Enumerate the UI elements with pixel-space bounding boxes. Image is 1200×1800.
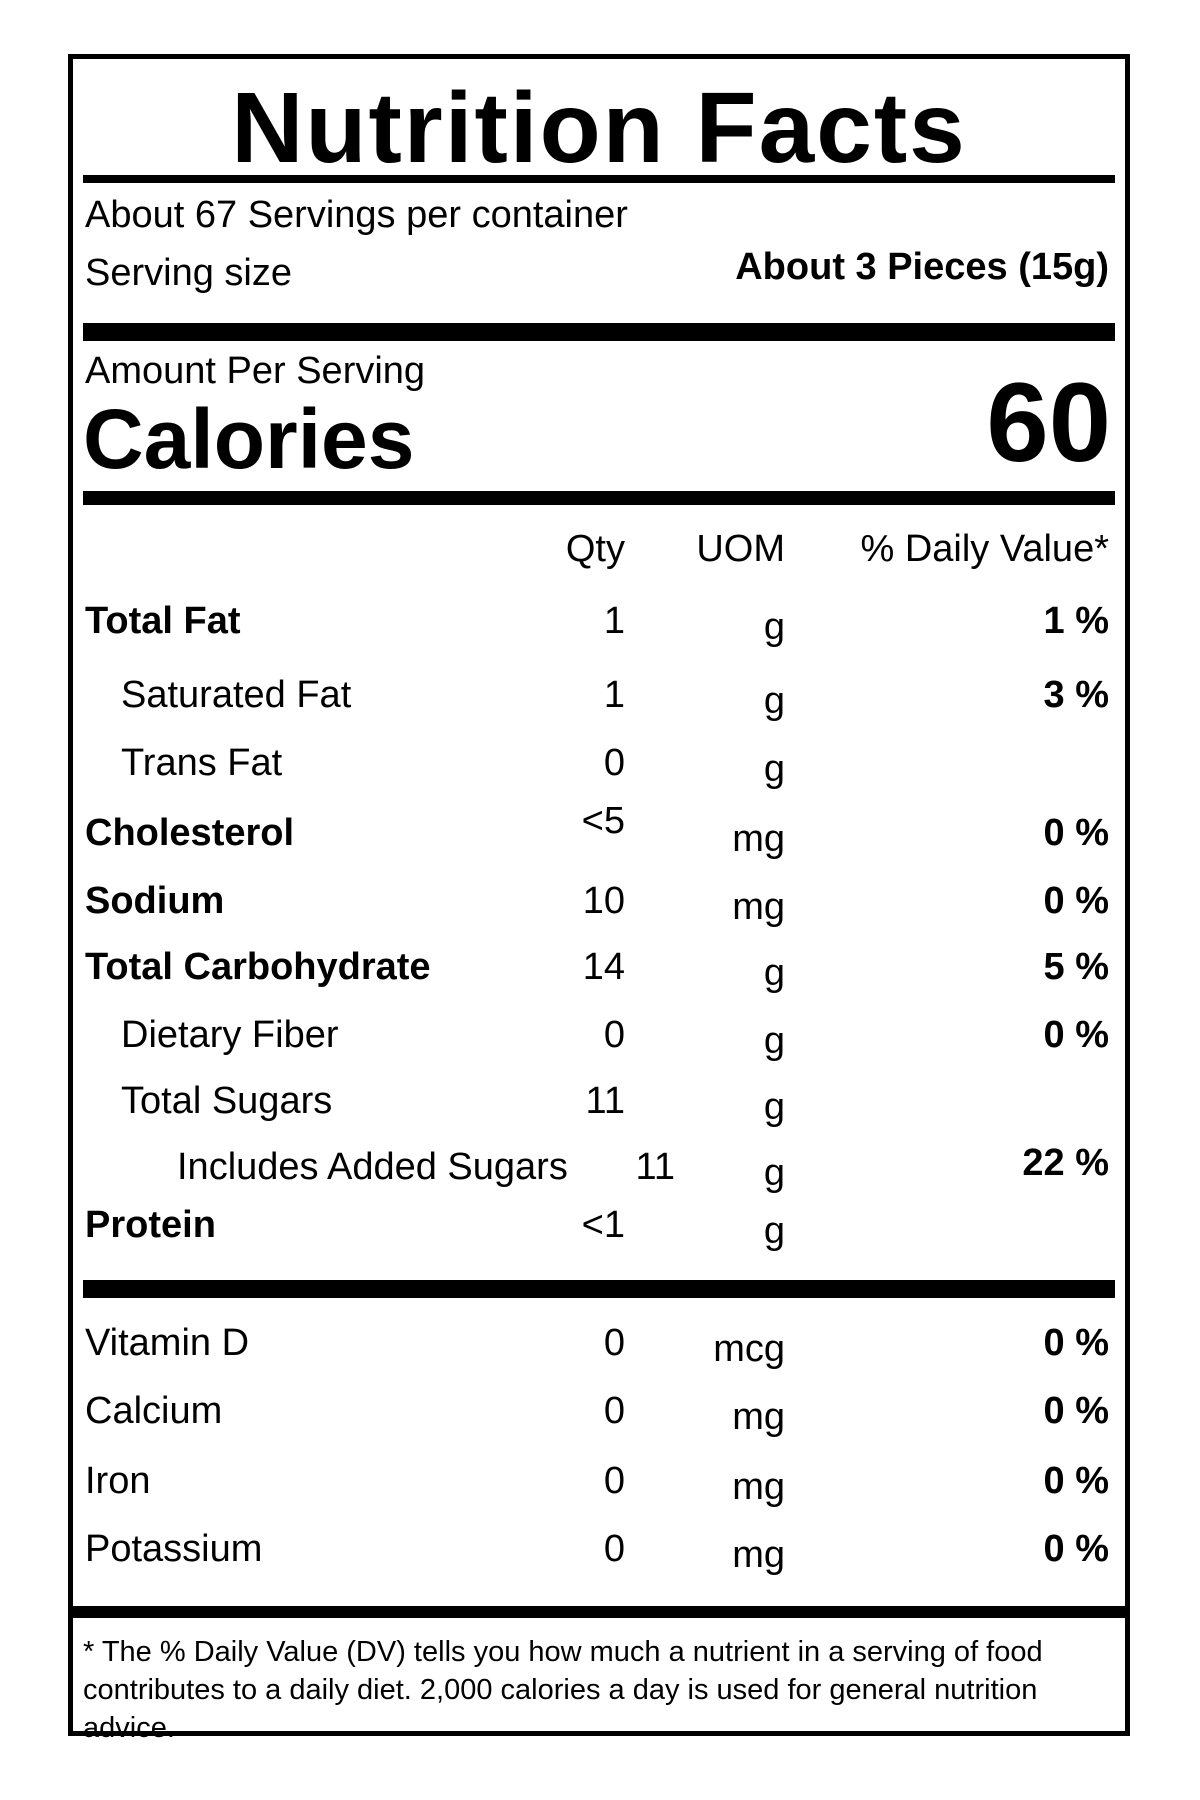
vitamin-row-potassium: Potassium 0 mg 0 % bbox=[73, 1527, 1125, 1587]
nutrient-dv: 22 % bbox=[1022, 1142, 1109, 1184]
nutrient-dv: 0 % bbox=[1043, 880, 1109, 922]
vitamin-dv: 0 % bbox=[1043, 1322, 1109, 1364]
vitamins-rule bbox=[73, 1606, 1125, 1618]
vitamin-name: Calcium bbox=[85, 1390, 223, 1432]
nutrient-qty: <5 bbox=[581, 800, 625, 842]
vitamin-name: Potassium bbox=[85, 1528, 263, 1570]
nutrient-qty: 0 bbox=[603, 742, 625, 784]
nutrient-row-protein: Protein <1 g bbox=[73, 1203, 1125, 1263]
nutrient-uom: mg bbox=[732, 886, 785, 928]
nutrient-name: Protein bbox=[85, 1204, 216, 1246]
nutrient-name: Total Sugars bbox=[121, 1080, 333, 1122]
daily-value-footnote: * The % Daily Value (DV) tells you how m… bbox=[83, 1636, 1043, 1744]
nutrient-name: Cholesterol bbox=[85, 812, 295, 854]
nutrient-uom: g bbox=[763, 606, 785, 648]
nutrient-dv: 5 % bbox=[1043, 946, 1109, 988]
nutrient-name: Total Carbohydrate bbox=[85, 946, 431, 988]
nutrient-row-total-carbohydrate: Total Carbohydrate 14 g 5 % bbox=[73, 945, 1125, 1005]
title-rule bbox=[83, 175, 1115, 183]
nutrition-facts-label: Nutrition Facts About 67 Servings per co… bbox=[68, 54, 1130, 1744]
serving-rule bbox=[83, 323, 1115, 341]
nutrient-name: Saturated Fat bbox=[121, 674, 352, 716]
vitamin-row-calcium: Calcium 0 mg 0 % bbox=[73, 1389, 1125, 1449]
vitamin-dv: 0 % bbox=[1043, 1390, 1109, 1432]
nutrient-qty: 11 bbox=[585, 1080, 625, 1122]
servings-per-container: About 67 Servings per container bbox=[85, 194, 628, 236]
label-title: Nutrition Facts bbox=[231, 72, 967, 184]
vitamin-dv: 0 % bbox=[1043, 1528, 1109, 1570]
vitamin-dv: 0 % bbox=[1043, 1460, 1109, 1502]
nutrient-qty: 1 bbox=[603, 600, 625, 642]
vitamin-row-vitamin-d: Vitamin D 0 mcg 0 % bbox=[73, 1321, 1125, 1381]
nutrient-qty: <1 bbox=[581, 1204, 625, 1246]
calories-label: Calories bbox=[83, 392, 415, 486]
amount-per-serving: Amount Per Serving bbox=[85, 350, 426, 392]
nutrient-row-sodium: Sodium 10 mg 0 % bbox=[73, 879, 1125, 939]
vitamin-uom: mcg bbox=[713, 1328, 785, 1370]
nutrient-row-added-sugars: Includes Added Sugars 11 g 22 % bbox=[73, 1142, 1125, 1205]
nutrient-uom: mg bbox=[732, 818, 785, 860]
nutrient-qty: 1 bbox=[603, 674, 625, 716]
calories-value: 60 bbox=[986, 360, 1111, 485]
nutrient-name: Trans Fat bbox=[121, 742, 283, 784]
vitamin-name: Vitamin D bbox=[85, 1322, 250, 1364]
nutrients-rule bbox=[83, 1280, 1115, 1298]
nutrient-row-cholesterol: Cholesterol <5 mg 0 % bbox=[73, 800, 1125, 871]
nutrient-qty: 11 bbox=[635, 1146, 675, 1188]
nutrient-dv: 0 % bbox=[1043, 812, 1109, 854]
column-uom-header: UOM bbox=[696, 528, 785, 570]
nutrient-dv: 3 % bbox=[1043, 674, 1109, 716]
vitamin-qty: 0 bbox=[603, 1528, 625, 1570]
nutrient-name: Includes Added Sugars bbox=[177, 1146, 568, 1188]
nutrient-name: Sodium bbox=[85, 880, 225, 922]
nutrient-row-dietary-fiber: Dietary Fiber 0 g 0 % bbox=[73, 1013, 1125, 1073]
serving-size-label: Serving size bbox=[85, 252, 292, 294]
nutrient-row-saturated-fat: Saturated Fat 1 g 3 % bbox=[73, 673, 1125, 733]
nutrient-name: Total Fat bbox=[85, 600, 241, 642]
vitamin-qty: 0 bbox=[603, 1460, 625, 1502]
nutrient-uom: g bbox=[763, 1086, 785, 1128]
nutrient-qty: 0 bbox=[603, 1014, 625, 1056]
nutrient-dv: 0 % bbox=[1043, 1014, 1109, 1056]
nutrient-uom: g bbox=[763, 1152, 785, 1194]
column-dv-header: % Daily Value* bbox=[860, 528, 1109, 570]
nutrient-row-total-sugars: Total Sugars 11 g bbox=[73, 1079, 1125, 1139]
nutrient-uom: g bbox=[763, 1020, 785, 1062]
nutrient-row-trans-fat: Trans Fat 0 g bbox=[73, 741, 1125, 801]
vitamin-qty: 0 bbox=[603, 1390, 625, 1432]
vitamin-qty: 0 bbox=[603, 1322, 625, 1364]
vitamin-uom: mg bbox=[732, 1466, 785, 1508]
vitamin-row-iron: Iron 0 mg 0 % bbox=[73, 1459, 1125, 1519]
column-qty-header: Qty bbox=[565, 528, 625, 570]
vitamin-name: Iron bbox=[85, 1460, 151, 1502]
nutrient-qty: 14 bbox=[582, 946, 625, 988]
vitamin-uom: mg bbox=[732, 1396, 785, 1438]
serving-size-value: About 3 Pieces (15g) bbox=[735, 246, 1109, 288]
nutrient-uom: g bbox=[763, 680, 785, 722]
nutrient-name: Dietary Fiber bbox=[121, 1014, 339, 1056]
calories-rule bbox=[83, 491, 1115, 505]
nutrient-uom: g bbox=[763, 1210, 785, 1252]
nutrient-uom: g bbox=[763, 748, 785, 790]
vitamin-uom: mg bbox=[732, 1534, 785, 1576]
nutrient-dv: 1 % bbox=[1043, 600, 1109, 642]
nutrient-qty: 10 bbox=[582, 880, 625, 922]
nutrient-row-total-fat: Total Fat 1 g 1 % bbox=[73, 599, 1125, 659]
nutrient-uom: g bbox=[763, 952, 785, 994]
